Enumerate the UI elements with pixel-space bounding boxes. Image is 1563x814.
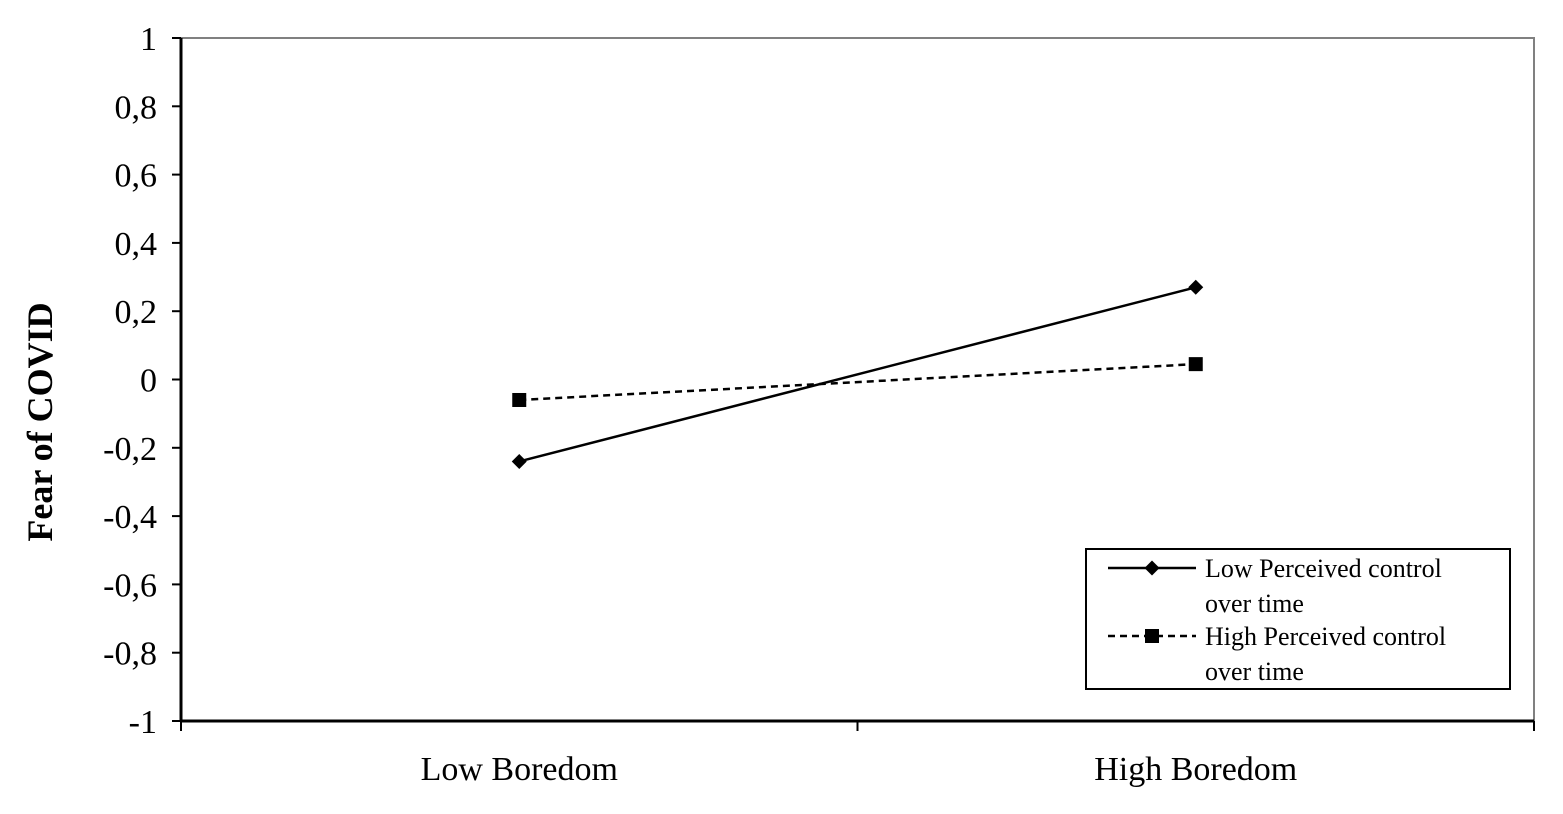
data-point-diamond — [511, 453, 527, 469]
x-axis-ticks: Low Boredom High Boredom — [180, 721, 1535, 788]
y-axis-label: Fear of COVID — [20, 302, 60, 541]
legend-box — [1085, 548, 1511, 690]
series-line — [518, 286, 1197, 463]
legend-label: High Perceived control — [1205, 622, 1446, 651]
legend-label: over time — [1205, 657, 1304, 686]
y-tick-label: -0,8 — [103, 636, 157, 673]
y-tick-label: -0,2 — [103, 431, 157, 468]
y-tick-label: 0,6 — [115, 158, 158, 195]
data-point-square — [512, 392, 527, 407]
series-2 — [512, 357, 1203, 407]
legend-item: Low Perceived control over time — [1108, 554, 1442, 618]
y-tick-label: 0,4 — [115, 226, 158, 263]
legend-marker-diamond — [1144, 560, 1160, 576]
data-point-square — [1188, 357, 1203, 372]
series-layer — [511, 279, 1204, 469]
y-tick-label: 0,2 — [115, 294, 158, 331]
legend-label: over time — [1205, 589, 1304, 618]
y-tick-label: -1 — [129, 704, 157, 741]
legend-marker-square — [1145, 629, 1159, 643]
series-line — [519, 362, 1196, 402]
y-tick-label: 0,8 — [115, 89, 158, 126]
y-tick-label: -0,4 — [103, 499, 157, 536]
x-category-label: Low Boredom — [421, 751, 618, 788]
y-tick-label: -0,6 — [103, 567, 157, 604]
series-1 — [511, 279, 1204, 469]
legend-item: High Perceived control over time — [1108, 622, 1446, 686]
y-tick-label: 1 — [140, 21, 157, 58]
x-category-label: High Boredom — [1094, 751, 1297, 788]
y-tick-label: 0 — [140, 363, 157, 400]
y-axis-ticks: 1 0,8 0,6 0,4 0,2 0 -0,2 -0,4 -0,6 -0,8 -1 — [103, 21, 181, 741]
data-point-diamond — [1188, 279, 1204, 295]
legend-label: Low Perceived control — [1205, 554, 1442, 583]
